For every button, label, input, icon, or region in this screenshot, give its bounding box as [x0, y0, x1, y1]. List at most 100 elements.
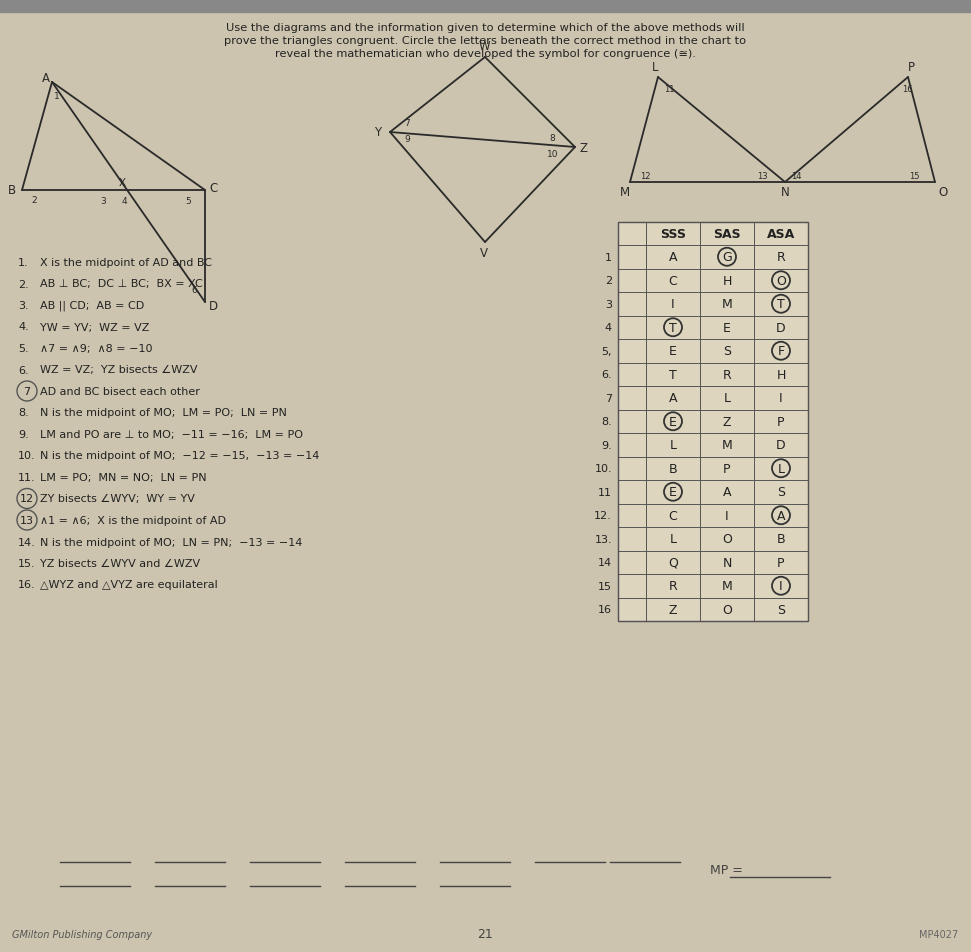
- Text: Z: Z: [669, 604, 677, 616]
- Text: 6.: 6.: [18, 366, 28, 375]
- Text: 16: 16: [598, 605, 612, 615]
- Bar: [0, 0, 971, 13]
- Text: L: L: [652, 61, 658, 74]
- Text: 11: 11: [598, 487, 612, 497]
- Text: P: P: [723, 463, 731, 475]
- Text: 7: 7: [23, 387, 30, 397]
- Text: I: I: [671, 298, 675, 311]
- Text: S: S: [723, 345, 731, 358]
- Text: A: A: [42, 72, 50, 86]
- Text: SAS: SAS: [713, 228, 741, 241]
- Text: T: T: [777, 298, 785, 311]
- Text: 13: 13: [20, 515, 34, 526]
- Text: 10.: 10.: [594, 464, 612, 474]
- Text: C: C: [209, 183, 218, 195]
- Text: 14: 14: [791, 171, 801, 181]
- Text: LM = PO;  MN = NO;  LN = PN: LM = PO; MN = NO; LN = PN: [40, 472, 207, 483]
- Text: T: T: [669, 368, 677, 382]
- Text: 12.: 12.: [594, 510, 612, 521]
- Text: 16.: 16.: [18, 580, 36, 590]
- Text: 5.: 5.: [18, 344, 28, 353]
- Text: O: O: [938, 186, 948, 199]
- Text: 11: 11: [664, 85, 675, 94]
- Text: V: V: [480, 247, 488, 260]
- Text: Q: Q: [668, 556, 678, 569]
- Text: 1: 1: [54, 92, 60, 101]
- Text: 12: 12: [20, 494, 34, 504]
- Text: N is the midpoint of MO;  −12 = −15,  −13 = −14: N is the midpoint of MO; −12 = −15, −13 …: [40, 451, 319, 461]
- Text: C: C: [669, 274, 678, 288]
- Text: Z: Z: [722, 415, 731, 428]
- Text: B: B: [8, 185, 17, 197]
- Text: AB || CD;  AB = CD: AB || CD; AB = CD: [40, 301, 145, 311]
- Text: MP4027: MP4027: [919, 929, 958, 939]
- Text: 2: 2: [605, 276, 612, 286]
- Text: 4.: 4.: [18, 322, 29, 332]
- Text: Z: Z: [580, 141, 588, 154]
- Text: Use the diagrams and the information given to determine which of the above metho: Use the diagrams and the information giv…: [225, 23, 745, 33]
- Text: X: X: [119, 178, 126, 188]
- Text: O: O: [722, 533, 732, 545]
- Text: 21: 21: [477, 927, 493, 941]
- Text: T: T: [669, 322, 677, 334]
- Text: 16: 16: [902, 85, 913, 94]
- Text: 6.: 6.: [601, 370, 612, 380]
- Text: D: D: [776, 322, 786, 334]
- Text: G: G: [722, 251, 732, 264]
- Text: N: N: [722, 556, 732, 569]
- Text: prove the triangles congruent. Circle the letters beneath the correct method in : prove the triangles congruent. Circle th…: [224, 36, 746, 46]
- Text: M: M: [721, 580, 732, 593]
- Text: 8: 8: [549, 134, 554, 143]
- Text: 4: 4: [122, 197, 127, 206]
- Text: L: L: [669, 439, 677, 452]
- Text: X is the midpoint of AD and BC: X is the midpoint of AD and BC: [40, 258, 212, 268]
- Text: AD and BC bisect each other: AD and BC bisect each other: [40, 387, 200, 397]
- Text: 3: 3: [605, 300, 612, 309]
- Text: D: D: [776, 439, 786, 452]
- Text: 1: 1: [605, 252, 612, 263]
- Text: I: I: [779, 580, 783, 593]
- Text: H: H: [776, 368, 786, 382]
- Text: 9.: 9.: [18, 429, 29, 440]
- Text: P: P: [777, 556, 785, 569]
- Text: C: C: [669, 509, 678, 523]
- Text: D: D: [209, 300, 218, 313]
- Text: ZY bisects ∠WYV;  WY = YV: ZY bisects ∠WYV; WY = YV: [40, 494, 195, 504]
- Text: Y: Y: [374, 127, 382, 139]
- Text: S: S: [777, 604, 785, 616]
- Text: F: F: [778, 345, 785, 358]
- Text: P: P: [908, 61, 915, 74]
- Text: 4: 4: [605, 323, 612, 333]
- Text: 7: 7: [404, 119, 410, 128]
- Text: N is the midpoint of MO;  LN = PN;  −13 = −14: N is the midpoint of MO; LN = PN; −13 = …: [40, 537, 302, 547]
- Text: 15: 15: [598, 581, 612, 591]
- Text: MP =: MP =: [710, 863, 743, 877]
- Text: SSS: SSS: [660, 228, 686, 241]
- Text: 3.: 3.: [18, 301, 28, 310]
- Text: 6: 6: [191, 286, 197, 295]
- Text: 15.: 15.: [18, 559, 36, 568]
- Text: 14.: 14.: [18, 537, 36, 547]
- Text: YW = YV;  WZ = VZ: YW = YV; WZ = VZ: [40, 322, 150, 332]
- Text: 12: 12: [640, 171, 651, 181]
- Text: R: R: [722, 368, 731, 382]
- Text: L: L: [669, 533, 677, 545]
- Text: A: A: [722, 486, 731, 499]
- Text: R: R: [777, 251, 786, 264]
- Text: 15: 15: [909, 171, 920, 181]
- Text: ∧1 = ∧6;  X is the midpoint of AD: ∧1 = ∧6; X is the midpoint of AD: [40, 515, 226, 526]
- Text: R: R: [669, 580, 678, 593]
- Text: GMilton Publishing Company: GMilton Publishing Company: [12, 929, 152, 939]
- Text: L: L: [778, 463, 785, 475]
- Text: 11.: 11.: [18, 472, 36, 483]
- Text: AB ⊥ BC;  DC ⊥ BC;  BX = XC: AB ⊥ BC; DC ⊥ BC; BX = XC: [40, 279, 203, 289]
- Text: O: O: [722, 604, 732, 616]
- Text: 14: 14: [598, 558, 612, 567]
- Text: A: A: [777, 509, 786, 523]
- Text: WZ = VZ;  YZ bisects ∠WZV: WZ = VZ; YZ bisects ∠WZV: [40, 366, 197, 375]
- Text: 9: 9: [404, 135, 410, 144]
- Text: E: E: [669, 486, 677, 499]
- Text: W: W: [479, 40, 490, 53]
- Text: E: E: [669, 345, 677, 358]
- Text: ASA: ASA: [767, 228, 795, 241]
